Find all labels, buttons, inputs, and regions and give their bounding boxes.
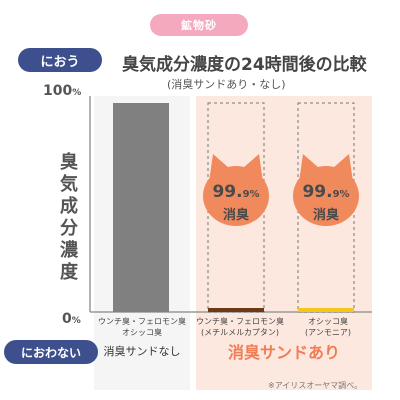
bar-methyl-mercaptan (208, 308, 264, 312)
panel-with-deodorizer (196, 96, 372, 390)
group-label-without: 消臭サンドなし (103, 345, 181, 358)
group-label-with: 消臭サンドあり (227, 343, 340, 362)
smell-tag-top: におう (18, 48, 102, 72)
chart-title: 臭気成分濃度の24時間後の比較 (122, 55, 367, 75)
category-label-1: ウンチ臭・フェロモン臭 オシッコ臭 (98, 317, 186, 337)
chart-subtitle: (消臭サンドあり・なし) (167, 78, 286, 91)
category-pill: 鉱物砂 (150, 14, 248, 36)
smell-tag-bottom: におわない (4, 340, 98, 364)
bar-without-deodorizer (113, 103, 169, 312)
y-axis-label: 臭気成分濃度 (60, 152, 78, 283)
reduction-badge-1: 99.9% 消臭 (203, 152, 269, 228)
category-label-2: ウンチ臭・フェロモン臭 (メチルメルカプタン) (196, 317, 284, 337)
source-note: ※アイリスオーヤマ調べ。 (268, 381, 363, 390)
cat-ears-icon (203, 154, 269, 226)
cat-ears-icon (293, 154, 359, 226)
reduction-badge-2: 99.9% 消臭 (293, 152, 359, 228)
category-label-3: オシッコ臭 (アンモニア) (305, 317, 351, 337)
y-tick-100: 100% (43, 83, 82, 99)
badge-value: 99.9% (302, 182, 350, 202)
badge-value: 99.9% (212, 182, 260, 202)
badge-label: 消臭 (222, 208, 249, 223)
y-tick-0: 0% (62, 311, 81, 327)
badge-label: 消臭 (312, 208, 339, 223)
bar-ammonia (298, 308, 354, 312)
